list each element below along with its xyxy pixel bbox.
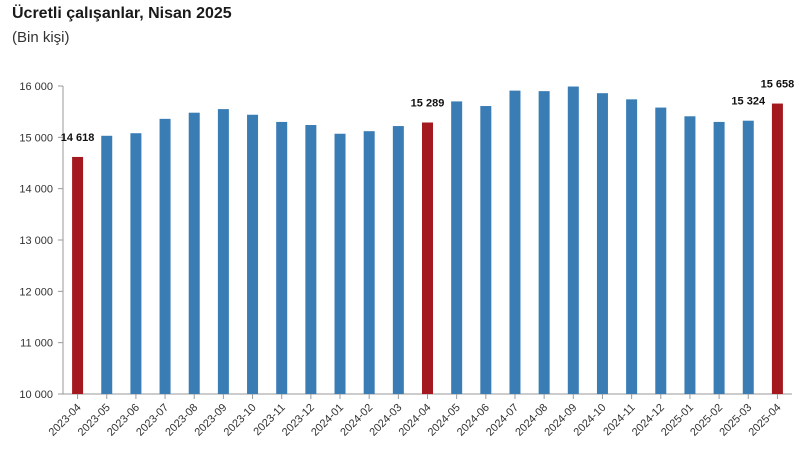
bar bbox=[276, 121, 288, 394]
chart-title: Ücretli çalışanlar, Nisan 2025 bbox=[12, 5, 232, 22]
x-tick-label: 2025-04 bbox=[747, 402, 784, 439]
y-tick-label: 15 000 bbox=[19, 132, 53, 144]
bar bbox=[334, 133, 346, 395]
x-tick-label: 2023-10 bbox=[222, 402, 259, 439]
bar bbox=[130, 133, 142, 394]
bar bbox=[655, 107, 667, 394]
bar bbox=[596, 93, 608, 394]
bar bbox=[247, 114, 259, 394]
y-tick-label: 12 000 bbox=[19, 286, 53, 298]
y-tick-label: 13 000 bbox=[19, 235, 53, 247]
data-label: 14 618 bbox=[61, 132, 95, 144]
bar bbox=[451, 101, 463, 395]
bar bbox=[742, 120, 754, 395]
bar bbox=[72, 156, 84, 394]
bar bbox=[480, 106, 492, 395]
data-label: 15 324 bbox=[731, 96, 766, 108]
bar bbox=[684, 116, 696, 394]
data-label: 15 289 bbox=[411, 97, 445, 109]
bar bbox=[713, 121, 725, 394]
bar bbox=[305, 125, 317, 394]
bar bbox=[101, 135, 113, 394]
y-tick-label: 10 000 bbox=[19, 389, 53, 401]
bar bbox=[392, 126, 404, 394]
y-tick-label: 14 000 bbox=[19, 184, 53, 196]
x-tick-label: 2024-10 bbox=[572, 402, 609, 439]
bar bbox=[422, 122, 433, 395]
bar bbox=[159, 118, 171, 394]
bar bbox=[626, 99, 638, 394]
bar bbox=[188, 112, 200, 395]
data-label: 15 658 bbox=[761, 79, 795, 91]
bar bbox=[509, 90, 521, 395]
y-tick-label: 16 000 bbox=[19, 81, 53, 93]
bar bbox=[538, 91, 550, 394]
bar bbox=[771, 103, 783, 394]
bar bbox=[567, 86, 579, 394]
bar bbox=[363, 131, 375, 394]
bar bbox=[217, 109, 229, 394]
chart-subtitle: (Bin kişi) bbox=[12, 29, 70, 46]
y-tick-label: 11 000 bbox=[20, 338, 53, 350]
